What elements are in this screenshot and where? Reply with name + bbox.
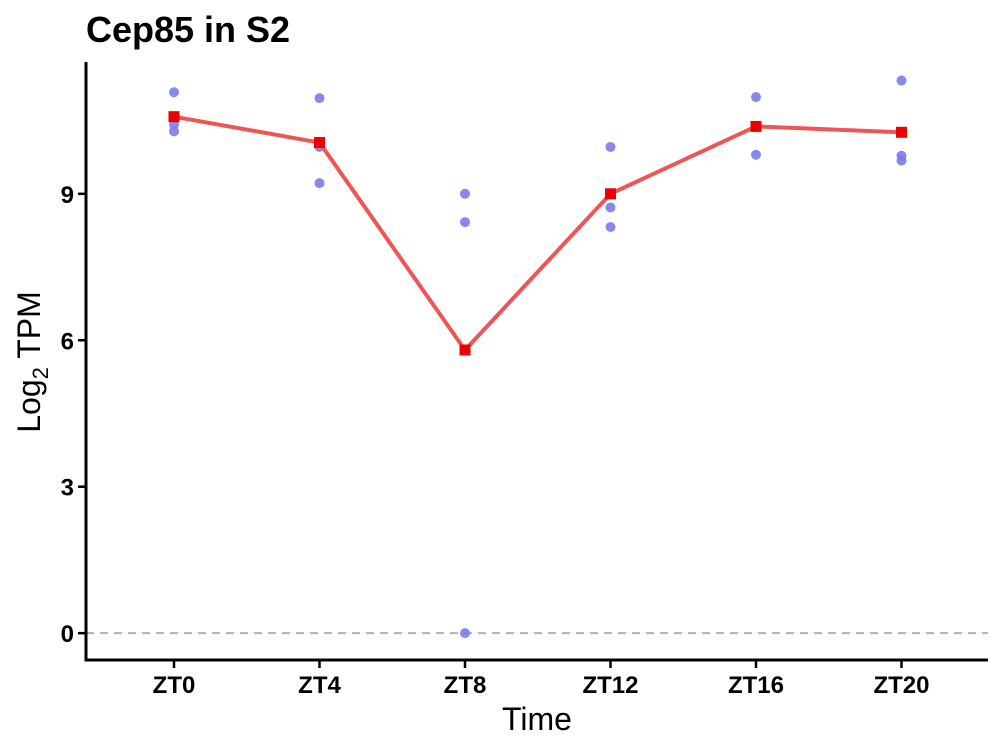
y-axis-title-rest: TPM (11, 291, 47, 367)
y-axis-title-subscript: 2 (28, 367, 53, 379)
data-point-5 (314, 178, 325, 189)
y-tick-label-9: 9 (61, 182, 74, 209)
y-axis-title-base: Log (11, 379, 47, 432)
x-axis-title: Time (502, 701, 572, 737)
data-point-14 (896, 75, 907, 86)
data-point-13 (751, 149, 761, 160)
y-tick-label-6: 6 (61, 328, 74, 355)
y-tick-label-3: 3 (61, 475, 74, 502)
data-point-10 (605, 202, 616, 213)
y-tick-label-0: 0 (61, 621, 74, 648)
data-point-6 (460, 188, 470, 199)
data-point-11 (605, 221, 616, 232)
data-point-16 (896, 155, 907, 166)
axes: 0 3 6 9 ZT0 ZT4 ZT8 ZT12 ZT16 ZT20 (61, 62, 988, 699)
mean-marker-zt16 (750, 120, 762, 132)
chart-title: Cep85 in S2 (86, 9, 290, 50)
data-point-0 (169, 87, 179, 98)
mean-marker-zt0 (168, 111, 180, 123)
data-point-2 (169, 126, 179, 137)
data-point-7 (460, 217, 470, 228)
plot-area (86, 75, 988, 639)
x-tick-label-zt8: ZT8 (444, 672, 487, 699)
y-axis-title: Log2 TPM (11, 291, 53, 433)
mean-marker-zt12 (605, 188, 616, 200)
x-tick-label-zt0: ZT0 (153, 672, 196, 699)
x-tick-label-zt20: ZT20 (873, 672, 929, 699)
data-point-12 (751, 92, 761, 103)
mean-marker-zt8 (459, 344, 471, 356)
data-point-8 (460, 628, 470, 639)
x-tick-label-zt4: ZT4 (298, 672, 341, 699)
mean-marker-zt4 (314, 137, 325, 149)
mean-line (173, 114, 902, 353)
data-point-3 (314, 93, 325, 104)
mean-marker-zt20 (896, 126, 907, 138)
data-point-9 (605, 141, 616, 152)
x-tick-label-zt16: ZT16 (728, 672, 784, 699)
x-tick-label-zt12: ZT12 (582, 672, 638, 699)
